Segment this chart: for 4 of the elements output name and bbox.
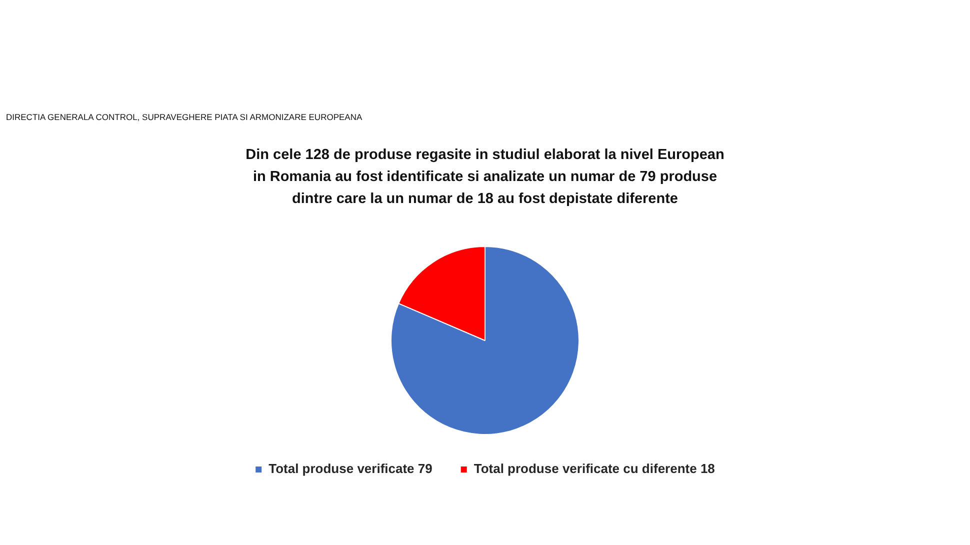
text: DIRECTIA GENERALA CONTROL, SUPRAVEGHERE PIATA SI ARMONIZARE EUROPEANA bbox=[6, 112, 362, 122]
legend-label: Total produse verificate cu diferente 18 bbox=[474, 461, 715, 476]
legend-label: Total produse verificate 79 bbox=[268, 461, 432, 476]
chart-title: Din cele 128 de produse regasite in studiul elaborat la nivel European in Romania au fost identificate si analizate un numar de 79 produse dintre care la un numar de 18 au fost depistate diferente bbox=[245, 146, 725, 209]
